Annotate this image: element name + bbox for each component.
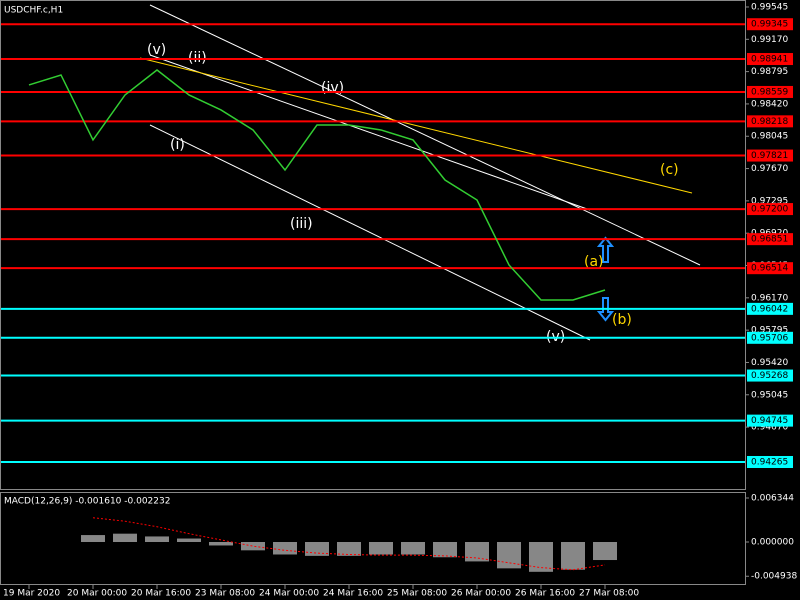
level-label: 0.98218 [751, 117, 788, 127]
wave-label: (a) [584, 254, 604, 270]
level-tag [747, 414, 793, 427]
level-label: 0.98941 [751, 55, 788, 65]
level-label: 0.97200 [751, 205, 788, 215]
wave-label: (i) [170, 137, 185, 153]
level-tag [747, 331, 793, 344]
level-label: 0.96042 [751, 304, 788, 314]
level-label: 0.96514 [751, 264, 788, 274]
y-tick-label: 0.96170 [751, 293, 788, 303]
histogram-bar [401, 541, 425, 555]
main-frame [0, 0, 746, 490]
level-tag [747, 53, 793, 66]
y-tick-label: 0.94670 [751, 423, 788, 433]
wave-label: (v) [147, 42, 166, 58]
level-tag [747, 203, 793, 216]
histogram-bar [177, 538, 201, 542]
level-tag [747, 233, 793, 246]
histogram-bar [209, 541, 233, 546]
x-tick-label: 20 Mar 00:00 [67, 589, 127, 599]
level-tag [747, 18, 793, 31]
histogram-bar [113, 533, 137, 542]
x-tick-label: 20 Mar 16:00 [131, 589, 191, 599]
histogram-bar [529, 541, 553, 572]
wave-label: (b) [612, 312, 632, 328]
x-tick-label: 24 Mar 16:00 [323, 589, 383, 599]
histogram-bar [433, 541, 457, 558]
wave-label: (iii) [290, 216, 313, 232]
level-label: 0.95268 [751, 371, 788, 381]
y-tick-label: 0.95795 [751, 326, 788, 336]
x-tick-label: 24 Mar 00:00 [259, 589, 319, 599]
histogram-bar [593, 541, 617, 561]
histogram-bar [241, 541, 265, 551]
level-tag [747, 85, 793, 98]
level-label: 0.96851 [751, 235, 788, 245]
trend-line [149, 4, 701, 266]
y-tick-label: 0.99170 [751, 35, 788, 45]
chart-title: USDCHF.c,H1 [4, 6, 63, 16]
y-tick-label: 0.95420 [751, 358, 788, 368]
trend-line [149, 124, 591, 341]
x-tick-label: 26 Mar 00:00 [451, 589, 511, 599]
level-tag [747, 455, 793, 468]
histogram-bar [145, 536, 169, 542]
x-tick-label: 19 Mar 2020 [3, 589, 60, 599]
x-tick-label: 25 Mar 08:00 [387, 589, 447, 599]
level-tag [747, 149, 793, 162]
y-tick-label: 0.000000 [751, 537, 794, 547]
level-tag [747, 369, 793, 382]
up-arrow [596, 236, 615, 263]
histogram-bar [81, 535, 105, 542]
y-tick-label: 0.97670 [751, 164, 788, 174]
y-tick-label: -0.004938 [751, 572, 797, 582]
wave-label: (ii) [188, 50, 207, 66]
trend-line [139, 57, 693, 194]
x-tick-label: 26 Mar 16:00 [515, 589, 575, 599]
y-tick-label: 0.006344 [751, 494, 794, 504]
x-tick-label: 27 Mar 08:00 [579, 589, 639, 599]
level-label: 0.95706 [751, 333, 788, 343]
level-tag [747, 262, 793, 275]
level-label: 0.94265 [751, 457, 788, 467]
macd-frame [0, 492, 746, 585]
level-label: 0.94745 [751, 416, 788, 426]
wave-label: (c) [660, 162, 679, 178]
wave-label: (iv) [321, 80, 344, 96]
level-label: 0.97821 [751, 151, 788, 161]
histogram-bar [305, 541, 329, 556]
y-tick-label: 0.99545 [751, 2, 788, 12]
histogram-bar [273, 541, 297, 555]
level-label: 0.99345 [751, 20, 788, 30]
y-tick-label: 0.95045 [751, 390, 788, 400]
level-label: 0.98559 [751, 87, 788, 97]
histogram-bar [369, 541, 393, 555]
level-tag [747, 302, 793, 315]
histogram-bar [465, 541, 489, 562]
y-tick-label: 0.98420 [751, 99, 788, 109]
y-tick-label: 0.98045 [751, 132, 788, 142]
trend-line [149, 54, 591, 211]
price-line [28, 69, 606, 301]
down-arrow [596, 297, 615, 322]
histogram-bar [561, 541, 585, 570]
level-tag [747, 115, 793, 128]
y-tick-label: 0.98795 [751, 67, 788, 77]
histogram-bar [497, 541, 521, 569]
histogram-bar [337, 541, 361, 556]
x-tick-label: 23 Mar 08:00 [195, 589, 255, 599]
y-tick-label: 0.97295 [751, 196, 788, 206]
macd-title: MACD(12,26,9) -0.001610 -0.002232 [4, 497, 170, 507]
